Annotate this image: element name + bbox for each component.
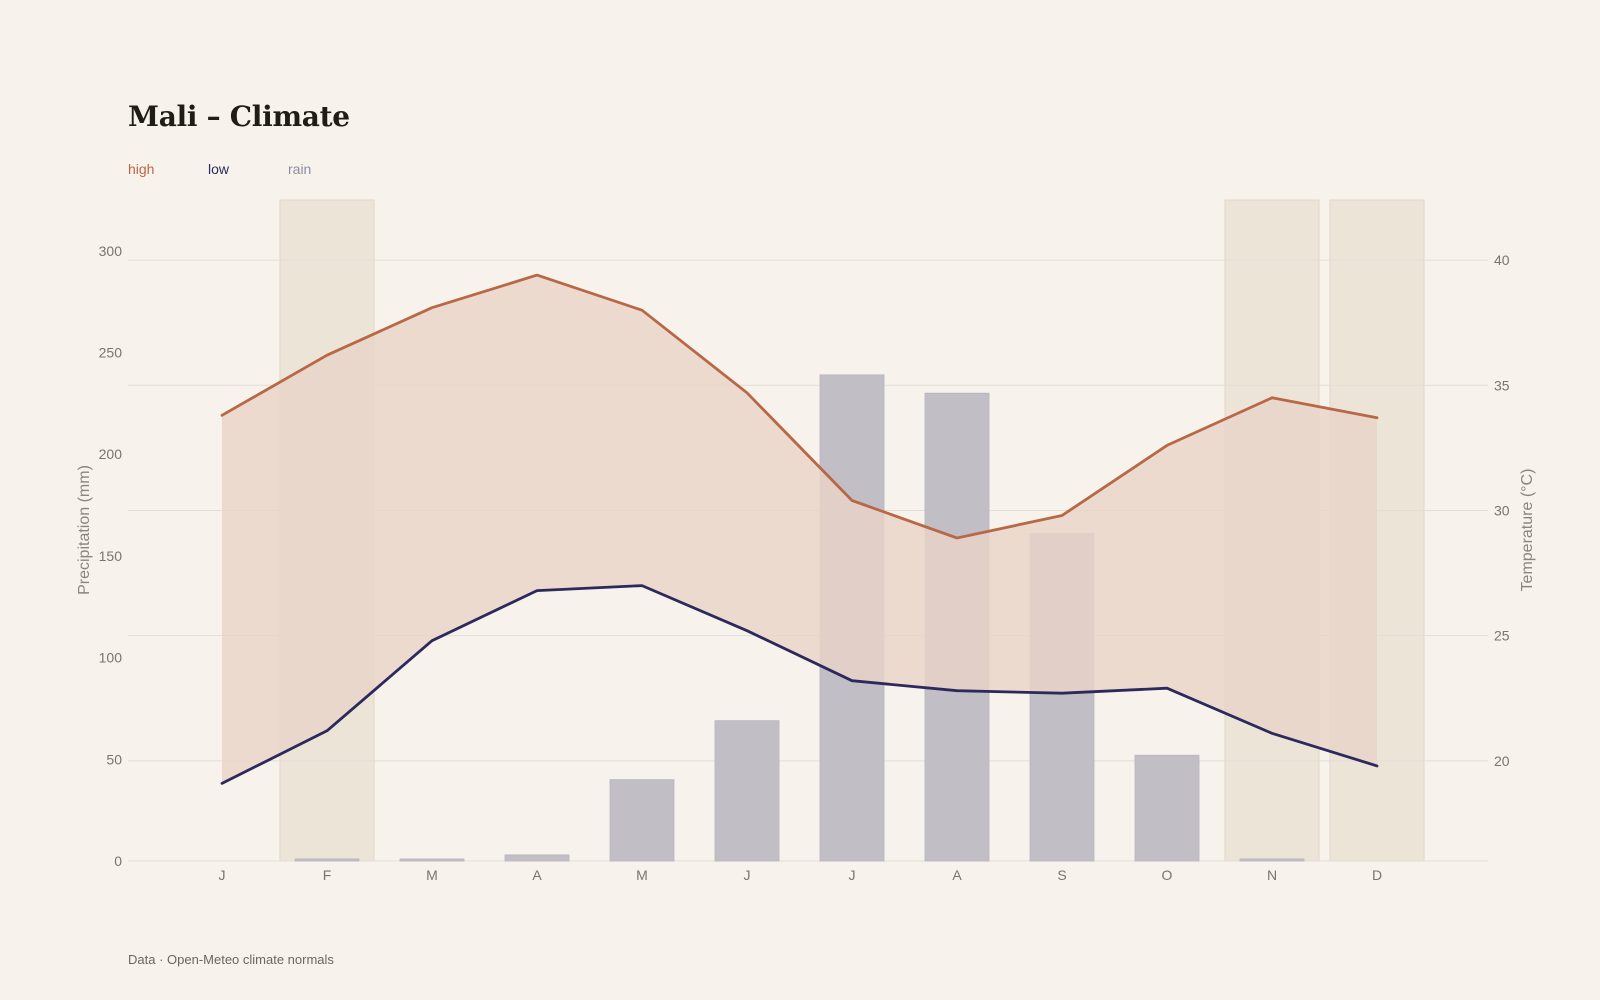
left-tick-label: 0 [114,853,122,869]
rain-bar [399,858,465,862]
temperature-band [222,275,1377,784]
rain-bar [504,854,570,862]
legend-high: high [128,161,155,177]
month-label: F [323,867,332,883]
legend-rain: rain [288,161,312,177]
high-line [220,273,1379,540]
right-tick-label: 40 [1494,252,1510,268]
legend-low: low [208,161,230,177]
month-label: O [1162,867,1173,883]
rain-bar [1239,858,1305,862]
left-tick-label: 300 [99,243,123,259]
right-axis-title: Temperature (°C) [1519,469,1536,592]
rain-bar [1134,754,1200,862]
left-tick-label: 250 [99,345,123,361]
source-note: Data · Open-Meteo climate normals [128,952,334,967]
rain-bar [294,858,360,862]
left-tick-label: 100 [99,650,123,666]
month-label: N [1267,867,1277,883]
temperature-lines [220,273,1379,785]
month-label: A [532,867,542,883]
month-label: D [1372,867,1382,883]
rain-bar [609,779,675,862]
month-label: J [744,867,751,883]
month-label: M [636,867,648,883]
left-tick-label: 200 [99,446,123,462]
right-tick-label: 35 [1494,377,1510,393]
chart-title: Mali – Climate [128,100,350,133]
rain-bar [714,720,780,862]
right-tick-label: 20 [1494,753,1510,769]
month-label: J [219,867,226,883]
high-low-band [222,275,1377,784]
left-axis-title: Precipitation (mm) [76,465,93,595]
right-tick-label: 30 [1494,502,1510,518]
left-tick-label: 150 [99,548,123,564]
legend: high low rain [128,161,368,177]
right-tick-label: 25 [1494,628,1510,644]
month-label: M [426,867,438,883]
low-line [220,584,1379,785]
month-label: S [1057,867,1066,883]
month-label: A [952,867,962,883]
axis-labels: 0 50 100 150 200 250 300 20 25 30 35 40 J F M A M J J A S O N D… [76,243,1536,883]
month-label: J [849,867,856,883]
left-tick-label: 50 [106,751,122,767]
